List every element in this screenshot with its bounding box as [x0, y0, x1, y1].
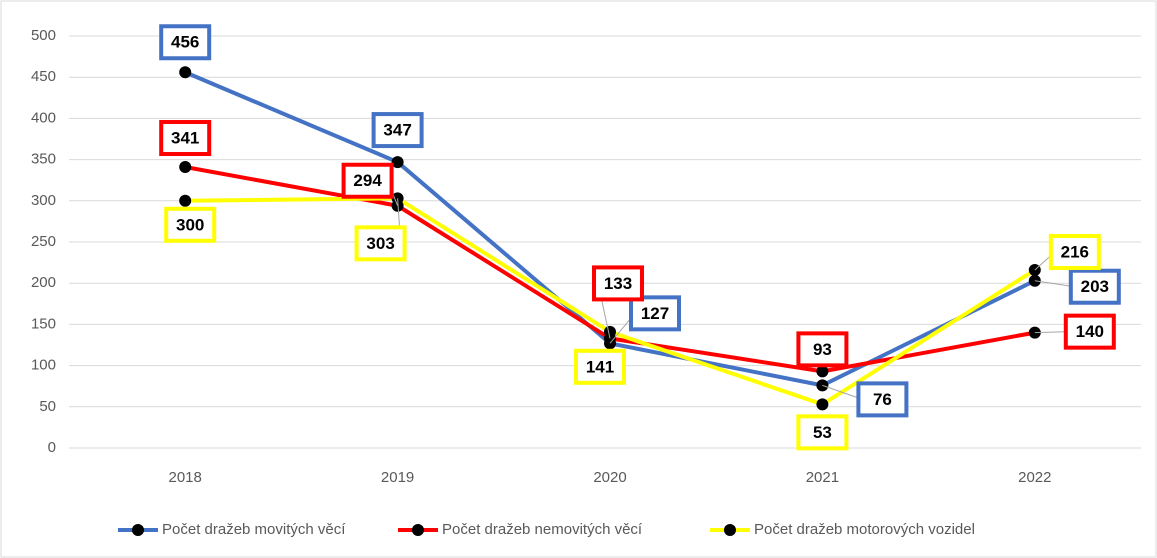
- data-label: 133: [604, 274, 632, 293]
- label-box: [592, 265, 644, 302]
- y-tick-label: 300: [31, 192, 56, 209]
- label-box: [1068, 268, 1121, 305]
- data-label: 216: [1061, 243, 1089, 262]
- label-box: [341, 162, 394, 199]
- marker: [179, 161, 192, 174]
- leader-line: [822, 384, 863, 400]
- data-label: 347: [383, 121, 411, 140]
- y-tick-label: 200: [31, 274, 56, 291]
- legend-marker: [412, 524, 424, 536]
- y-tick-label: 0: [48, 439, 56, 456]
- y-tick-label: 450: [31, 68, 56, 85]
- marker: [816, 398, 829, 411]
- legend-marker: [724, 524, 736, 536]
- data-label: 456: [171, 33, 199, 52]
- label-box: [629, 295, 681, 332]
- x-tick-label: 2022: [1018, 469, 1051, 486]
- data-label: 303: [366, 234, 394, 253]
- marker: [179, 194, 192, 207]
- label-box: [159, 120, 212, 157]
- label-box: [574, 348, 626, 385]
- x-tick-label: 2021: [806, 469, 839, 486]
- legend-label: Počet dražeb movitých věcí: [162, 521, 346, 538]
- data-label: 127: [641, 304, 669, 323]
- label-box: [796, 414, 849, 451]
- data-label: 140: [1076, 322, 1104, 341]
- label-box: [164, 206, 217, 243]
- label-box: [371, 112, 424, 149]
- y-tick-label: 100: [31, 357, 56, 374]
- y-tick-label: 350: [31, 151, 56, 168]
- label-box: [159, 24, 212, 61]
- data-label: 300: [176, 215, 204, 234]
- legend-label: Počet dražeb nemovitých věcí: [442, 521, 643, 538]
- y-tick-label: 500: [31, 27, 56, 44]
- label-box: [856, 381, 909, 418]
- x-tick-label: 2019: [381, 469, 414, 486]
- marker: [816, 365, 829, 378]
- marker: [391, 156, 404, 169]
- marker: [604, 325, 616, 338]
- label-box: [354, 225, 407, 262]
- legend-marker: [132, 524, 144, 536]
- x-tick-label: 2020: [593, 469, 626, 486]
- y-tick-label: 400: [31, 109, 56, 126]
- legend-label: Počet dražeb motorových vozidel: [754, 521, 975, 538]
- data-label: 53: [813, 423, 832, 442]
- label-box: [796, 331, 849, 368]
- data-label: 141: [586, 357, 614, 376]
- data-label: 76: [873, 390, 892, 409]
- data-label: 203: [1081, 277, 1109, 296]
- label-box: [1048, 234, 1101, 271]
- y-tick-label: 50: [39, 398, 56, 415]
- marker: [179, 66, 192, 79]
- data-label: 341: [171, 129, 199, 148]
- leader-line: [1034, 280, 1075, 288]
- y-tick-label: 150: [31, 315, 56, 332]
- data-label: 294: [353, 171, 382, 190]
- label-box: [1063, 313, 1116, 350]
- y-tick-label: 250: [31, 233, 56, 250]
- x-tick-label: 2018: [169, 469, 202, 486]
- data-label: 93: [813, 340, 832, 359]
